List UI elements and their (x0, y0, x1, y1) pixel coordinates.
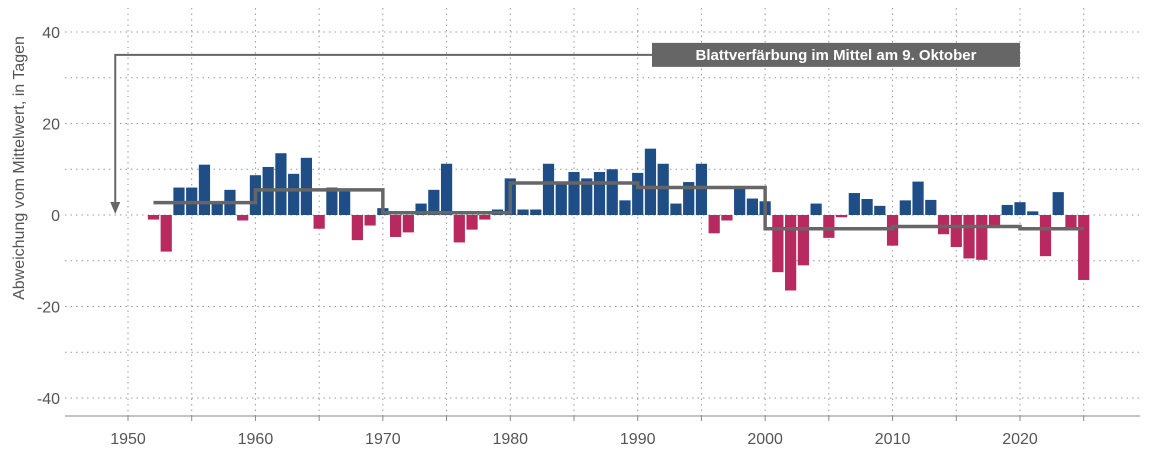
bar-1959 (237, 215, 249, 221)
decade-mean-line (153, 181, 1084, 231)
bar-2013 (925, 199, 937, 215)
bar-1968 (351, 215, 363, 241)
bar-1986 (581, 178, 593, 215)
bar-2015 (950, 215, 962, 248)
bar-2011 (899, 200, 911, 215)
bar-2019 (1001, 204, 1013, 215)
bar-2018 (988, 215, 1001, 227)
bar-1962 (275, 153, 287, 215)
bar-1953 (160, 215, 172, 252)
bar-1982 (530, 209, 542, 215)
bar-2014 (937, 215, 950, 235)
x-tick-label: 2020 (1002, 431, 1038, 448)
bar-2008 (861, 198, 873, 215)
bar-2020 (1014, 202, 1026, 215)
bar-2025 (1078, 215, 1090, 280)
bar-1975 (440, 163, 453, 215)
bar-1981 (517, 209, 529, 215)
x-tick-label: 1980 (492, 431, 528, 448)
bar-1987 (593, 171, 606, 215)
bar-1974 (428, 189, 440, 215)
y-tick-label: -20 (37, 300, 60, 317)
annotation-arrowhead (110, 202, 121, 214)
bar-1990 (632, 172, 644, 215)
bar-2005 (823, 215, 835, 238)
x-tick-label: 2010 (875, 431, 911, 448)
bar-1983 (542, 163, 555, 215)
bar-2017 (976, 215, 988, 260)
bar-1991 (644, 148, 657, 215)
bar-1984 (555, 182, 567, 215)
bar-1956 (198, 164, 211, 215)
bar-1995 (695, 163, 708, 215)
mean-annotation: Blattverfärbung im Mittel am 9. Oktober (110, 42, 1020, 214)
bar-2004 (810, 203, 822, 215)
y-tick-label: 0 (51, 208, 60, 225)
bar-1999 (746, 198, 759, 215)
bar-2007 (848, 193, 860, 215)
bar-1978 (479, 215, 491, 220)
bar-2022 (1039, 215, 1052, 257)
x-tick-label: 1960 (238, 431, 274, 448)
bar-1964 (300, 157, 313, 215)
bar-1985 (568, 171, 580, 215)
bar-1992 (657, 163, 669, 215)
bar-1971 (389, 215, 402, 237)
y-axis-label: Abweichung vom Mittelwert, in Tagen (11, 36, 28, 300)
x-tick-label: 1950 (110, 431, 146, 448)
bar-2002 (785, 215, 797, 291)
axes: 1950 1960 1970 1980 1990 2000 2010 2020 -40 -20 0 2… (37, 25, 1140, 448)
bar-2003 (797, 215, 809, 266)
bars (147, 148, 1090, 291)
bar-1963 (288, 173, 300, 215)
bar-1989 (619, 200, 631, 215)
bar-1993 (670, 203, 682, 215)
bar-1965 (313, 215, 325, 229)
y-tick-label: -40 (37, 391, 60, 408)
bar-1972 (402, 215, 414, 233)
bar-2024 (1065, 215, 1077, 228)
bar-1973 (415, 203, 427, 215)
bar-2006 (835, 215, 848, 218)
bar-1969 (364, 215, 376, 226)
bar-2016 (963, 215, 975, 259)
bar-2009 (874, 205, 886, 215)
x-tick-label: 1990 (620, 431, 656, 448)
bar-1998 (734, 187, 746, 215)
bar-1976 (453, 215, 465, 243)
bar-1996 (708, 215, 720, 234)
bar-1967 (339, 191, 351, 215)
bar-2023 (1052, 192, 1064, 215)
annotation-leader-line (114, 53, 652, 205)
annotation-box (652, 42, 1020, 67)
bar-1994 (683, 182, 695, 215)
bar-2021 (1027, 211, 1039, 215)
bar-1988 (606, 169, 618, 215)
mean-step-line (153, 181, 1084, 231)
y-tick-label: 20 (42, 117, 60, 134)
bar-1952 (147, 215, 160, 220)
x-tick-label: 1970 (365, 431, 401, 448)
bar-2001 (772, 215, 784, 273)
bar-1977 (466, 215, 478, 230)
bar-1997 (721, 215, 733, 221)
bar-2012 (912, 181, 924, 215)
y-tick-label: 40 (42, 25, 60, 42)
bar-1966 (326, 187, 338, 215)
bar-1957 (211, 201, 223, 215)
x-tick-label: 2000 (747, 431, 783, 448)
annotation-text: Blattverfärbung im Mittel am 9. Oktober (696, 47, 977, 64)
